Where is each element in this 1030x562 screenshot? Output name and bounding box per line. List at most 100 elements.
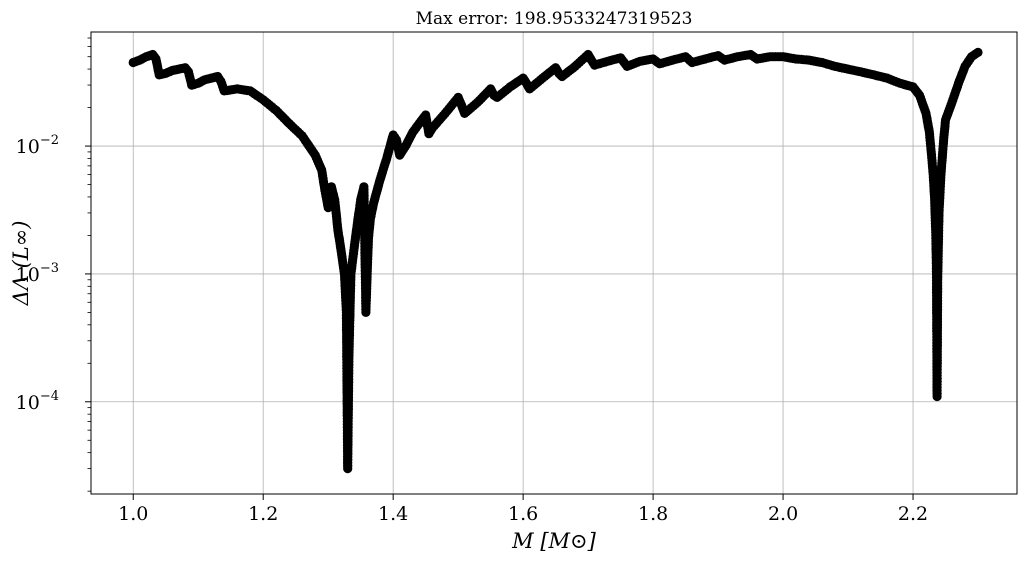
data-point [346,269,356,279]
data-point [382,153,392,164]
data-point [336,246,346,256]
series-markers [128,47,983,474]
axis-ticks: 1.0 1.2 1.4 1.6 1.8 2.0 2.2 10−2 10−3 10−4 [16,37,928,525]
data-point [317,165,327,175]
data-point [557,71,567,82]
data-point [590,60,600,70]
x-tick-label: 1.6 [508,503,538,525]
data-point [635,56,645,66]
data-point [344,350,354,361]
data-point [492,92,502,102]
data-point [359,182,369,192]
data-point [330,195,340,205]
data-point [538,73,548,83]
y-tick-label: 10−2 [16,133,59,158]
data-point [929,192,940,202]
data-point [525,84,535,94]
data-point [375,174,385,184]
series-line [132,51,979,470]
data-point [926,147,936,157]
data-point [939,136,949,146]
data-point [700,54,710,64]
data-point [310,150,320,160]
data-point [914,90,925,100]
x-tick-label: 2.2 [898,503,928,525]
data-point [473,97,483,107]
data-point [720,55,730,65]
data-point [453,92,463,102]
chart-title: Max error: 198.9533247319523 [416,9,693,29]
data-point [622,61,632,71]
x-tick-label: 2.0 [768,503,798,525]
data-point [271,105,281,115]
data-point [934,208,944,218]
data-point [681,52,691,62]
data-point [245,86,255,96]
data-point [356,195,366,205]
data-point [668,55,678,65]
data-point [414,118,424,129]
data-point [752,54,762,64]
data-point [856,67,866,77]
data-point [339,269,349,279]
data-point [326,182,336,192]
data-point [804,55,814,65]
data-point [931,230,941,240]
y-axis-label: ΔΛ (L∞) [9,221,33,307]
data-point [297,131,307,141]
data-point [882,73,892,83]
data-point [953,78,964,88]
data-point [928,169,938,179]
data-point [921,108,931,118]
data-point [421,110,431,120]
data-point [973,47,983,58]
data-point [323,203,333,213]
data-point [933,275,943,285]
data-point [216,76,226,87]
data-point [343,464,353,474]
data-point [427,123,437,133]
data-point [341,307,351,317]
data-point [408,127,418,137]
data-point [830,61,840,71]
data-point [713,51,723,61]
data-point [460,108,470,118]
data-point [947,97,957,107]
data-point [151,54,161,64]
series-path [132,51,979,470]
data-point [352,218,362,228]
data-point [363,233,374,243]
data-point [505,82,515,92]
data-point [843,64,853,74]
data-point [966,52,977,62]
data-point [733,52,743,62]
data-point [219,86,229,96]
data-point [395,150,405,160]
data-point [765,52,775,62]
data-point [940,115,951,125]
x-axis-label: M [M⊙] [511,529,596,553]
data-point [369,198,379,208]
y-tick-label: 10−4 [16,389,59,414]
data-point [232,84,242,94]
data-point [333,225,343,235]
data-point [603,56,613,66]
data-point [924,126,934,137]
data-point [440,108,450,118]
data-point [365,214,375,224]
data-point [361,307,371,317]
data-point [284,118,294,129]
data-point [362,269,372,279]
data-point [960,61,970,71]
data-point [817,57,827,68]
data-point [391,135,401,145]
x-tick-label: 1.0 [118,503,148,525]
data-point [456,100,466,110]
data-point [778,52,788,62]
data-point [258,95,268,105]
y-tick-label: 10−3 [16,261,59,286]
data-point [655,59,665,69]
data-point [908,82,918,92]
data-point [648,54,658,64]
